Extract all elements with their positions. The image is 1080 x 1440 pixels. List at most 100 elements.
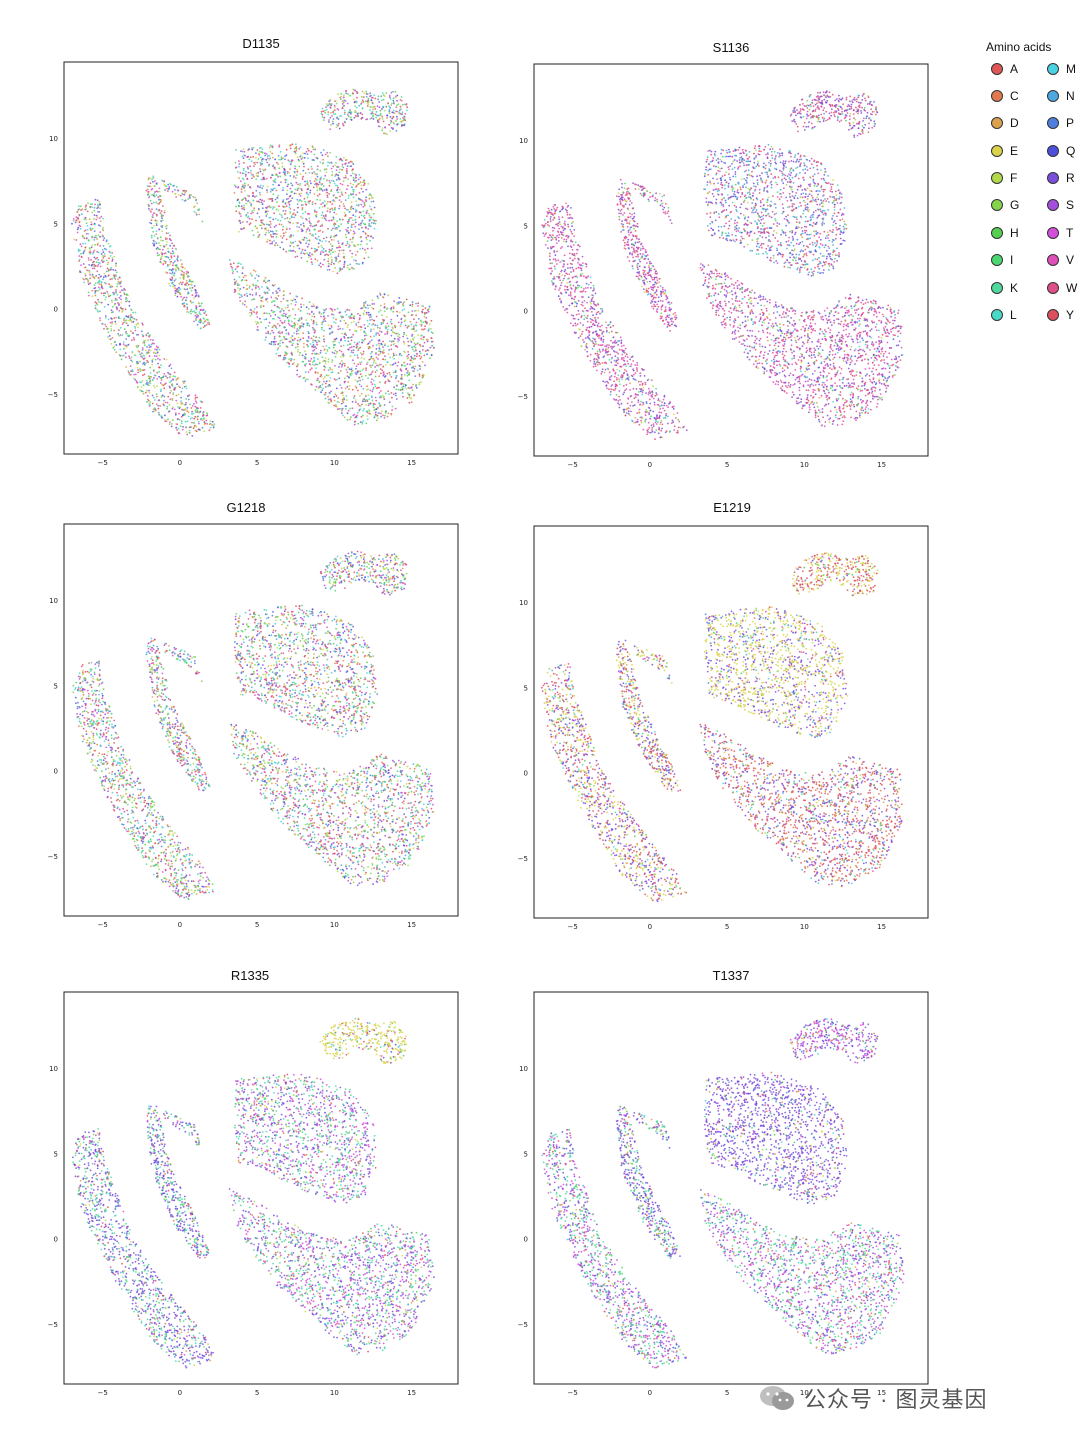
scatter-point	[402, 304, 405, 307]
scatter-point	[322, 110, 325, 113]
scatter-point	[171, 252, 174, 255]
scatter-point	[330, 326, 333, 328]
scatter-point	[272, 218, 275, 221]
scatter-point	[97, 258, 100, 261]
scatter-point	[140, 386, 143, 388]
scatter-point	[322, 345, 324, 348]
scatter-point	[292, 241, 294, 244]
scatter-point	[365, 404, 368, 406]
scatter-point	[94, 282, 97, 284]
scatter-point	[84, 229, 87, 232]
scatter-point	[554, 267, 556, 270]
scatter-point	[142, 369, 145, 371]
scatter-point	[344, 310, 347, 313]
scatter-point	[345, 334, 347, 336]
scatter-point	[363, 310, 366, 312]
scatter-point	[382, 340, 384, 343]
scatter-point	[341, 412, 343, 415]
scatter-point	[150, 202, 153, 205]
scatter-point	[650, 379, 653, 381]
scatter-point	[349, 207, 352, 209]
scatter-point	[341, 194, 344, 197]
scatter-point	[296, 369, 299, 372]
scatter-point	[195, 319, 197, 322]
scatter-point	[269, 242, 272, 245]
scatter-point	[328, 102, 331, 105]
scatter-point	[256, 329, 259, 331]
scatter-point	[365, 374, 367, 377]
scatter-point	[249, 293, 252, 296]
scatter-point	[285, 227, 288, 230]
scatter-point	[335, 169, 338, 171]
scatter-point	[343, 260, 346, 263]
scatter-point	[287, 221, 290, 223]
scatter-point	[399, 353, 402, 356]
scatter-point	[318, 264, 320, 267]
scatter-point	[673, 425, 676, 428]
scatter-point	[159, 195, 162, 197]
scatter-point	[352, 230, 355, 233]
scatter-point	[234, 161, 237, 164]
scatter-point	[141, 349, 144, 351]
scatter-point	[316, 186, 318, 188]
scatter-point	[88, 247, 91, 249]
scatter-point	[111, 337, 114, 339]
scatter-point	[418, 350, 421, 353]
scatter-point	[351, 237, 354, 240]
scatter-point	[91, 227, 94, 230]
scatter-point	[399, 388, 402, 391]
scatter-point	[321, 116, 324, 118]
scatter-point	[120, 289, 123, 292]
scatter-point	[203, 423, 206, 426]
scatter-point	[334, 207, 336, 209]
scatter-point	[316, 379, 318, 382]
scatter-point	[170, 425, 173, 428]
scatter-point	[282, 200, 284, 203]
scatter-point	[257, 286, 260, 288]
scatter-point	[384, 355, 386, 357]
scatter-point	[364, 302, 367, 304]
scatter-point	[293, 150, 296, 153]
scatter-point	[589, 301, 592, 303]
scatter-point	[273, 212, 275, 215]
scatter-point	[245, 173, 247, 176]
scatter-point	[287, 319, 290, 321]
scatter-point	[346, 264, 349, 267]
scatter-point	[331, 245, 334, 248]
scatter-point	[335, 318, 337, 320]
scatter-point	[372, 357, 374, 360]
scatter-point	[282, 225, 284, 228]
scatter-point	[278, 167, 281, 170]
scatter-point	[400, 321, 403, 324]
scatter-point	[236, 270, 239, 273]
scatter-point	[391, 409, 393, 411]
scatter-point	[147, 339, 149, 342]
scatter-point	[382, 296, 385, 299]
scatter-point	[346, 385, 349, 388]
scatter-point	[431, 332, 434, 334]
scatter-point	[355, 210, 358, 212]
scatter-point	[298, 159, 300, 162]
scatter-point	[339, 327, 341, 330]
scatter-point	[247, 194, 249, 197]
scatter-point	[395, 354, 398, 356]
scatter-point	[257, 231, 259, 234]
scatter-point	[349, 229, 352, 232]
scatter-point	[327, 258, 330, 260]
scatter-point	[72, 218, 75, 220]
scatter-point	[257, 158, 260, 160]
scatter-point	[284, 158, 286, 161]
scatter-point	[153, 410, 156, 413]
scatter-point	[163, 372, 166, 375]
scatter-point	[116, 294, 119, 296]
scatter-point	[258, 201, 261, 204]
scatter-point	[375, 111, 378, 113]
scatter-point	[173, 260, 176, 263]
scatter-point	[181, 266, 184, 269]
scatter-point	[363, 408, 365, 410]
scatter-point	[316, 189, 319, 192]
scatter-point	[406, 397, 409, 399]
scatter-point	[148, 335, 151, 338]
scatter-point	[171, 250, 174, 253]
scatter-point	[299, 242, 302, 244]
